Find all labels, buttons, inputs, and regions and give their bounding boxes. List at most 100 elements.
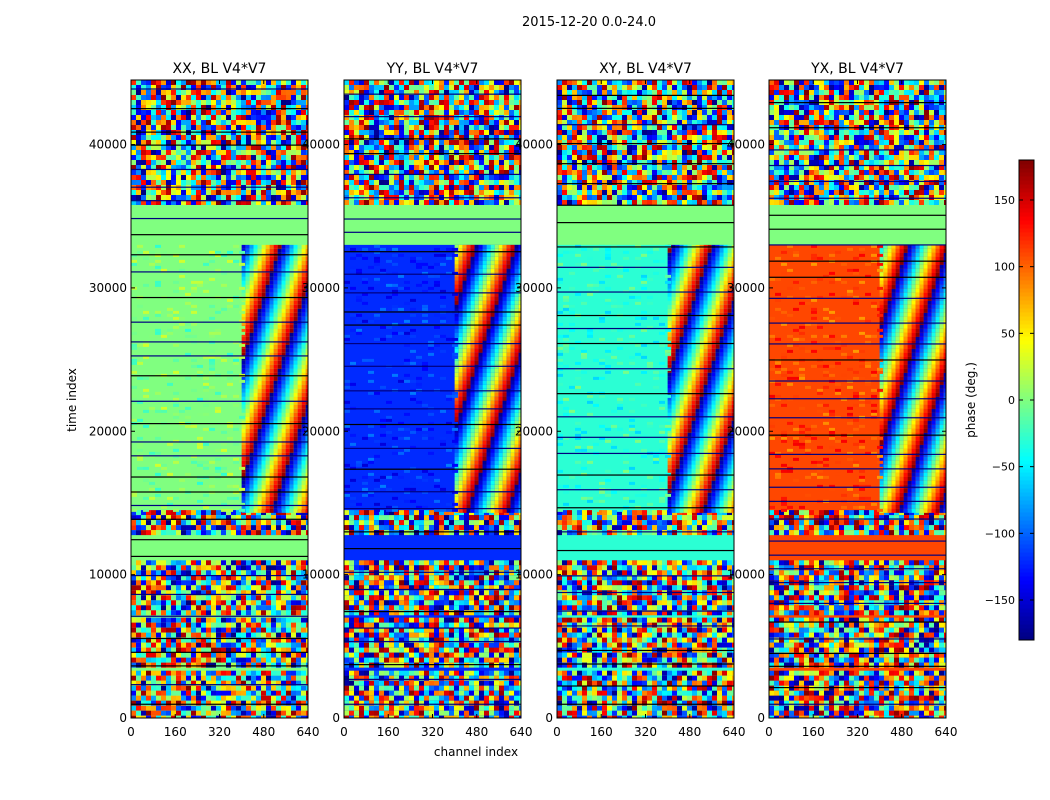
colorbar-segment — [1019, 372, 1034, 377]
colorbar-segment — [1019, 548, 1034, 553]
heatmap-image — [344, 80, 521, 718]
y-tick-label: 20000 — [515, 424, 553, 438]
heatmap-image — [131, 80, 308, 718]
colorbar-segment — [1019, 344, 1034, 349]
colorbar-tick-label: −50 — [992, 461, 1015, 474]
x-tick-label: 0 — [765, 725, 773, 739]
colorbar-segment — [1019, 392, 1034, 397]
colorbar-segment — [1019, 376, 1034, 381]
x-tick-label: 160 — [377, 725, 400, 739]
panel-3: XY, BL V4*V7 0 160 320 480 640 0 10000 20000 3000… — [515, 61, 746, 739]
colorbar-segment — [1019, 456, 1034, 461]
colorbar-segment — [1019, 160, 1034, 165]
colorbar-segment — [1019, 356, 1034, 361]
colorbar-segment — [1019, 368, 1034, 373]
x-tick-label: 0 — [553, 725, 561, 739]
x-tick-label: 480 — [678, 725, 701, 739]
colorbar-segment — [1019, 444, 1034, 449]
colorbar-segment — [1019, 260, 1034, 265]
colorbar-segment — [1019, 484, 1034, 489]
x-tick-label: 320 — [421, 725, 444, 739]
colorbar-segment — [1019, 480, 1034, 485]
panel-2: YY, BL V4*V7 0 160 320 480 640 0 10000 20000 3000… — [302, 61, 533, 739]
colorbar-segment — [1019, 296, 1034, 301]
colorbar-segment — [1019, 320, 1034, 325]
colorbar-segment — [1019, 268, 1034, 273]
colorbar-segment — [1019, 500, 1034, 505]
figure-suptitle: 2015-12-20 0.0-24.0 — [522, 15, 656, 30]
colorbar-tick-label: −150 — [985, 594, 1015, 607]
colorbar-segment — [1019, 608, 1034, 613]
colorbar-segment — [1019, 324, 1034, 329]
colorbar-segment — [1019, 300, 1034, 305]
colorbar-label: phase (deg.) — [964, 362, 978, 438]
colorbar-segment — [1019, 600, 1034, 605]
colorbar-segment — [1019, 552, 1034, 557]
colorbar-segment — [1019, 632, 1034, 637]
colorbar-segment — [1019, 224, 1034, 229]
colorbar-segment — [1019, 312, 1034, 317]
colorbar-segment — [1019, 328, 1034, 333]
colorbar-segment — [1019, 448, 1034, 453]
y-tick-label: 0 — [119, 711, 127, 725]
panel-title: YX, BL V4*V7 — [810, 61, 904, 77]
colorbar-segment — [1019, 596, 1034, 601]
colorbar-segment — [1019, 504, 1034, 509]
y-tick-label: 10000 — [302, 568, 340, 582]
colorbar-segment — [1019, 420, 1034, 425]
colorbar-segment — [1019, 276, 1034, 281]
colorbar-segment — [1019, 524, 1034, 529]
x-tick-label: 640 — [723, 725, 746, 739]
colorbar-tick-label: 150 — [994, 194, 1015, 207]
y-tick-label: 30000 — [515, 281, 553, 295]
y-tick-label: 30000 — [727, 281, 765, 295]
colorbar-segment — [1019, 408, 1034, 413]
colorbar-segment — [1019, 592, 1034, 597]
colorbar-segment — [1019, 180, 1034, 185]
x-tick-label: 160 — [802, 725, 825, 739]
colorbar-segment — [1019, 508, 1034, 513]
colorbar-segment — [1019, 460, 1034, 465]
panel-title: XY, BL V4*V7 — [599, 61, 692, 77]
colorbar-segment — [1019, 256, 1034, 261]
y-tick-label: 10000 — [727, 568, 765, 582]
panel-title: YY, BL V4*V7 — [386, 61, 479, 77]
y-tick-label: 40000 — [515, 138, 553, 152]
x-tick-label: 640 — [510, 725, 533, 739]
colorbar-segment — [1019, 188, 1034, 193]
colorbar-segment — [1019, 176, 1034, 181]
y-tick-label: 40000 — [302, 138, 340, 152]
colorbar-segment — [1019, 436, 1034, 441]
colorbar-segment — [1019, 292, 1034, 297]
colorbar-segment — [1019, 536, 1034, 541]
colorbar-segment — [1019, 568, 1034, 573]
heatmap-image — [769, 80, 946, 718]
colorbar-segment — [1019, 200, 1034, 205]
colorbar-segment — [1019, 556, 1034, 561]
colorbar-segment — [1019, 172, 1034, 177]
y-tick-label: 0 — [332, 711, 340, 725]
y-tick-label: 20000 — [89, 424, 127, 438]
x-tick-label: 320 — [634, 725, 657, 739]
colorbar-segment — [1019, 616, 1034, 621]
colorbar-segment — [1019, 424, 1034, 429]
x-tick-label: 480 — [465, 725, 488, 739]
colorbar-segment — [1019, 196, 1034, 201]
colorbar-segment — [1019, 336, 1034, 341]
colorbar-segment — [1019, 240, 1034, 245]
y-axis-label: time index — [65, 368, 79, 432]
colorbar-segment — [1019, 560, 1034, 565]
colorbar-segment — [1019, 340, 1034, 345]
colorbar-segment — [1019, 544, 1034, 549]
colorbar-segment — [1019, 232, 1034, 237]
colorbar-segment — [1019, 364, 1034, 369]
colorbar-segment — [1019, 468, 1034, 473]
panels: XX, BL V4*V7 0 160 320 480 640 0 10000 20000 3000… — [89, 61, 958, 739]
y-tick-label: 30000 — [89, 281, 127, 295]
colorbar-segment — [1019, 404, 1034, 409]
colorbar-segment — [1019, 620, 1034, 625]
colorbar-segment — [1019, 464, 1034, 469]
colorbar-segment — [1019, 532, 1034, 537]
x-tick-label: 0 — [127, 725, 135, 739]
